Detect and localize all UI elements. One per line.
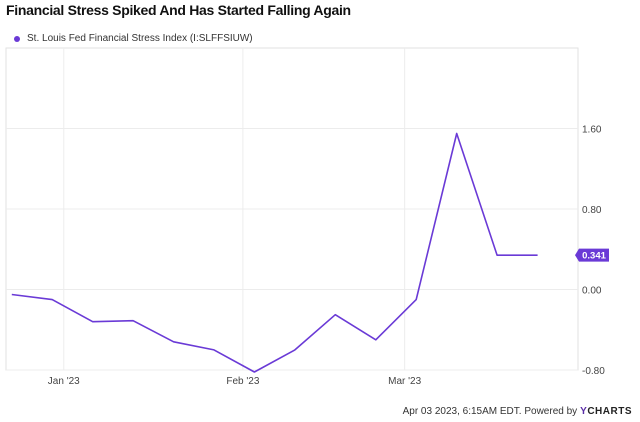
series-line <box>11 132 538 373</box>
x-tick-label: Mar '23 <box>388 376 421 387</box>
x-tick-label: Feb '23 <box>226 376 259 387</box>
footer: Apr 03 2023, 6:15AM EDT. Powered by YCHAR… <box>403 406 632 417</box>
footer-timestamp: Apr 03 2023, 6:15AM EDT. <box>402 406 522 417</box>
last-value-label: 0.341 <box>582 251 606 262</box>
x-tick-label: Jan '23 <box>48 376 80 387</box>
chart-title: Financial Stress Spiked And Has Started … <box>6 2 351 18</box>
last-value-badge-bg <box>575 248 609 262</box>
y-tick-label: 1.60 <box>582 125 602 136</box>
ycharts-logo: YCHARTS <box>580 406 632 417</box>
y-tick-label: -0.80 <box>582 366 605 377</box>
footer-powered-by: Powered by <box>524 406 578 417</box>
legend: St. Louis Fed Financial Stress Index (I:… <box>14 33 253 44</box>
axes: Jan '23 Feb '23 Mar '23 1.60 0.80 0.00 -0.80 <box>48 125 605 388</box>
grid-lines <box>5 47 579 371</box>
y-tick-label: 0.00 <box>582 286 602 297</box>
legend-marker <box>14 35 20 42</box>
y-tick-label: 0.80 <box>582 205 602 216</box>
legend-label: St. Louis Fed Financial Stress Index (I:… <box>27 33 253 44</box>
series-layer: 0.341 <box>11 132 609 373</box>
last-value-badge: 0.341 <box>575 248 609 262</box>
